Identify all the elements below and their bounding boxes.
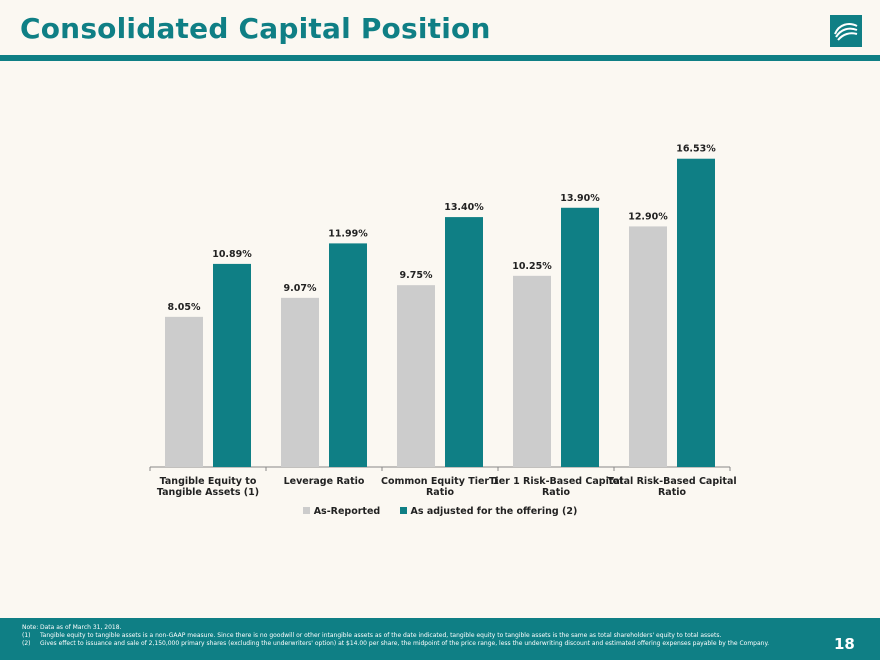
bar-as-reported (397, 285, 435, 467)
footer-bar (0, 618, 880, 660)
bar-as-adjusted (677, 158, 715, 467)
category-label: Ratio (658, 487, 687, 498)
footnote-mark: Note: (22, 624, 39, 631)
bar-as-reported (513, 275, 551, 467)
footnote-row: Note: Data as of March 31, 2018. (22, 624, 812, 632)
footnote-mark: (2) (22, 640, 31, 647)
wave-logo-icon (830, 15, 862, 47)
data-label: 10.89% (212, 249, 252, 260)
bar-as-adjusted (329, 243, 367, 467)
data-label: 13.90% (560, 193, 600, 204)
legend-item-as-reported: As-Reported (302, 506, 381, 517)
bar-as-reported (281, 297, 319, 467)
page-number: 18 (834, 635, 855, 653)
data-label: 10.25% (512, 261, 552, 272)
category-label: Ratio (542, 487, 571, 498)
footnotes: Note: Data as of March 31, 2018. (1) Tangi… (22, 624, 812, 648)
category-label: Tangible Equity to (160, 476, 257, 487)
bar-as-reported (629, 226, 667, 467)
title-divider (0, 55, 880, 61)
category-label: Leverage Ratio (284, 476, 365, 487)
data-label: 8.05% (168, 302, 201, 313)
footnote-row: (1) Tangible equity to tangible assets is… (22, 632, 812, 640)
legend-swatch-as-reported (302, 507, 310, 514)
footnote-row: (2) Gives effect to issuance and sale of … (22, 640, 812, 648)
bar-as-reported (165, 316, 203, 467)
category-label: Tier 1 Risk-Based Capital (489, 476, 623, 487)
data-label: 13.40% (444, 202, 484, 213)
category-label: Total Risk-Based Capital (607, 476, 736, 487)
bar-as-adjusted (213, 263, 251, 467)
footnote-mark: (1) (22, 632, 31, 639)
page-title: Consolidated Capital Position (20, 12, 491, 45)
category-label: Ratio (426, 487, 455, 498)
legend-item-as-adjusted: As adjusted for the offering (2) (399, 506, 578, 517)
legend-label-as-reported: As-Reported (313, 506, 381, 517)
footnote-text: Tangible equity to tangible assets is a … (40, 632, 722, 639)
data-label: 12.90% (628, 211, 668, 222)
category-label: Common Equity Tier 1 (381, 476, 499, 487)
title-bar: Consolidated Capital Position (0, 0, 880, 61)
bar-as-adjusted (445, 217, 483, 467)
category-label: Tangible Assets (1) (157, 487, 259, 498)
legend-label-as-adjusted: As adjusted for the offering (2) (410, 506, 578, 517)
footnote-text: Gives effect to issuance and sale of 2,1… (40, 640, 770, 647)
data-label: 11.99% (328, 228, 368, 239)
bar-as-adjusted (561, 207, 599, 467)
data-label: 9.07% (284, 283, 317, 294)
legend-swatch-as-adjusted (399, 507, 407, 514)
chart-legend: As-Reported As adjusted for the offering… (0, 506, 880, 517)
bar-chart: 8.05% 9.07% 9.75% 10.25% 12.90% 10.89% 11.99% 1… (149, 144, 737, 498)
footnote-text: Data as of March 31, 2018. (40, 624, 122, 631)
data-label: 16.53% (676, 144, 716, 155)
data-label: 9.75% (400, 270, 433, 281)
